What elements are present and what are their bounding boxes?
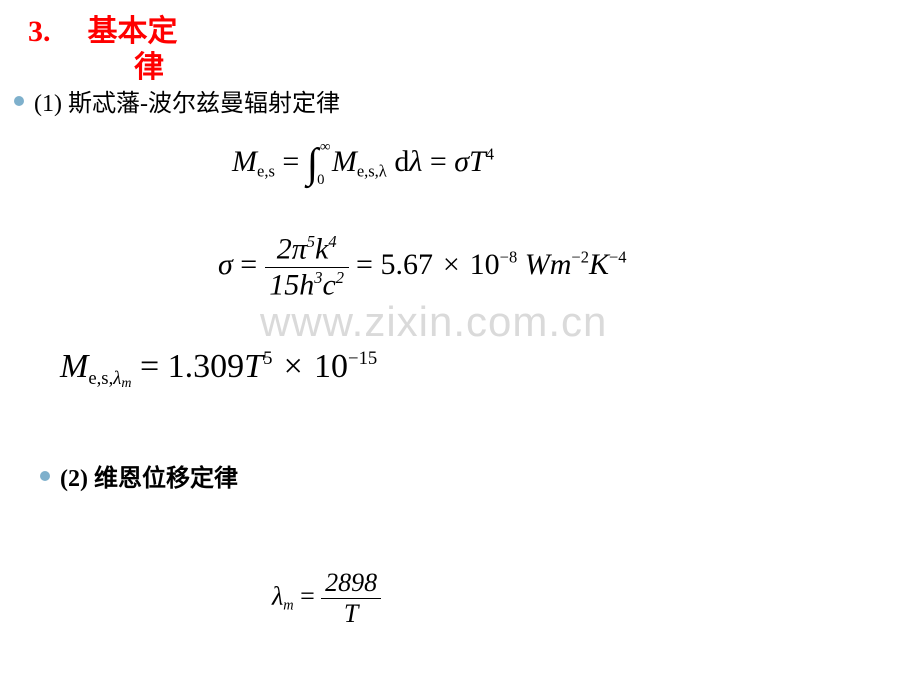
eq4-den: T [344,599,358,628]
eq4-fraction: 2898 T [321,568,381,629]
eq2-k-exp: 4 [328,232,336,251]
int-lower: 0 [317,172,324,189]
eq2-pi: π [292,233,307,266]
eq2-c: c [322,268,335,301]
ten-1: 10 [470,248,500,281]
eq4-sub-m: m [283,597,293,613]
equals-5: = [140,348,168,385]
times-2: × [281,348,306,385]
equals-6: = [300,581,321,610]
eq1-d: d [394,145,409,178]
eq2-ten-exp: −8 [500,247,518,266]
eq1-int-sub: e,s,λ [357,162,387,181]
eq1-lhs-base: M [232,145,257,178]
eq1-lhs-sub: e,s [257,162,275,181]
bullet-1-label: (1) 斯忒藩-波尔兹曼辐射定律 [34,83,340,118]
eq2-c-exp: 2 [336,268,344,287]
equals-1: = [282,145,306,178]
eq2-fraction: 2π5k4 15h3c2 [265,232,349,302]
equation-2: σ = 2π5k4 15h3c2 = 5.67 × 10−8 Wm−2K−4 [218,232,627,302]
eq2-K-exp: −4 [609,247,627,266]
eq2-k: k [315,233,328,266]
heading-text-2: 律 [134,42,164,86]
bullet-2-label: (2) 维恩位移定律 [60,458,238,493]
ten-2: 10 [314,348,348,385]
equals-2: = [430,145,454,178]
eq2-K: K [589,248,609,281]
integral-sign: ∫∞0 [307,140,319,188]
eq2-value: 5.67 [380,248,433,281]
heading-number: 3. [28,15,51,48]
eq3-ten-exp: −15 [348,348,377,369]
eq2-den-coef: 15 [269,268,299,301]
equation-1: Me,s = ∫∞0 Me,s,λ dλ = σT4 [232,140,494,188]
eq1-T: T [469,145,486,178]
eq1-T-exp: 4 [486,144,494,163]
eq1-sigma: σ [454,145,469,178]
eq2-pi-exp: 5 [307,232,315,251]
bullet-dot-icon [14,96,24,106]
eq3-M: M [60,348,88,385]
heading-text-1: 基本定 [88,15,178,48]
bullet-1: (1) 斯忒藩-波尔兹曼辐射定律 [14,83,340,118]
eq2-m-exp: −2 [571,247,589,266]
bullet-dot-icon-2 [40,471,50,481]
eq2-W: W [525,248,550,281]
eq4-num: 2898 [325,568,377,597]
bullet-2: (2) 维恩位移定律 [40,458,238,493]
eq3-sub: e,s,λm [88,368,131,389]
times-1: × [440,248,462,281]
eq1-dvar: λ [409,145,422,178]
eq2-m: m [550,248,572,281]
eq3-T: T [244,348,263,385]
eq4-lambda: λ [272,581,283,610]
eq3-T-exp: 5 [263,348,272,369]
eq2-h: h [299,268,314,301]
eq3-coef: 1.309 [168,348,245,385]
equation-3: Me,s,λm = 1.309T5 × 10−15 [60,348,377,391]
eq2-sigma: σ [218,248,233,281]
int-upper: ∞ [320,139,330,156]
equals-3: = [240,248,264,281]
watermark-text: www.zixin.com.cn [260,298,607,346]
equation-4: λm = 2898 T [272,568,381,629]
eq2-num-coef: 2 [277,233,292,266]
equals-4: = [356,248,380,281]
